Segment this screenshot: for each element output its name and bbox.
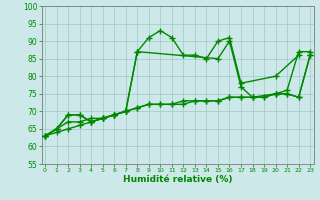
X-axis label: Humidité relative (%): Humidité relative (%)	[123, 175, 232, 184]
